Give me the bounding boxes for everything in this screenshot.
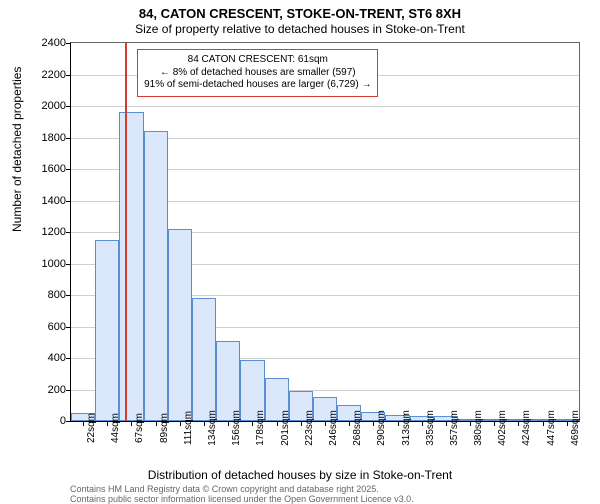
histogram-bar bbox=[168, 229, 192, 421]
x-tick-label: 357sqm bbox=[449, 410, 460, 446]
x-tick-label: 402sqm bbox=[497, 410, 508, 446]
y-tick-label: 1800 bbox=[26, 132, 66, 144]
x-tick-mark bbox=[470, 421, 471, 426]
x-tick-label: 447sqm bbox=[546, 410, 557, 446]
chart-container: 84, CATON CRESCENT, STOKE-ON-TRENT, ST6 … bbox=[0, 0, 600, 500]
y-tick-label: 800 bbox=[26, 289, 66, 301]
x-tick-mark bbox=[156, 421, 157, 426]
y-tick-mark bbox=[66, 327, 71, 328]
x-tick-mark bbox=[518, 421, 519, 426]
y-tick-label: 400 bbox=[26, 352, 66, 364]
x-tick-mark bbox=[204, 421, 205, 426]
x-tick-mark bbox=[373, 421, 374, 426]
annotation-line: ← 8% of detached houses are smaller (597… bbox=[144, 67, 371, 80]
x-tick-mark bbox=[543, 421, 544, 426]
footer-line-2: Contains public sector information licen… bbox=[70, 494, 414, 504]
x-tick-mark bbox=[301, 421, 302, 426]
chart-subtitle: Size of property relative to detached ho… bbox=[0, 22, 600, 36]
y-tick-mark bbox=[66, 138, 71, 139]
x-tick-mark bbox=[349, 421, 350, 426]
x-tick-label: 380sqm bbox=[473, 410, 484, 446]
x-tick-mark bbox=[398, 421, 399, 426]
y-tick-mark bbox=[66, 75, 71, 76]
x-tick-mark bbox=[325, 421, 326, 426]
annotation-line: 84 CATON CRESCENT: 61sqm bbox=[144, 54, 371, 67]
x-tick-label: 134sqm bbox=[207, 410, 218, 446]
y-tick-mark bbox=[66, 390, 71, 391]
x-tick-label: 424sqm bbox=[521, 410, 532, 446]
plot-area: 84 CATON CRESCENT: 61sqm← 8% of detached… bbox=[70, 42, 580, 422]
x-tick-mark bbox=[494, 421, 495, 426]
x-tick-label: 246sqm bbox=[328, 410, 339, 446]
x-tick-label: 268sqm bbox=[352, 410, 363, 446]
y-axis-label: Number of detached properties bbox=[10, 67, 24, 232]
y-tick-label: 1000 bbox=[26, 258, 66, 270]
y-tick-mark bbox=[66, 264, 71, 265]
y-tick-label: 1600 bbox=[26, 163, 66, 175]
x-tick-label: 335sqm bbox=[425, 410, 436, 446]
x-tick-label: 290sqm bbox=[376, 410, 387, 446]
y-tick-label: 1200 bbox=[26, 226, 66, 238]
x-tick-mark bbox=[83, 421, 84, 426]
gridline bbox=[71, 106, 579, 107]
x-tick-label: 201sqm bbox=[280, 410, 291, 446]
y-tick-label: 1400 bbox=[26, 195, 66, 207]
x-tick-label: 67sqm bbox=[134, 413, 145, 443]
y-tick-label: 600 bbox=[26, 321, 66, 333]
y-tick-mark bbox=[66, 43, 71, 44]
x-tick-label: 89sqm bbox=[159, 413, 170, 443]
chart-title: 84, CATON CRESCENT, STOKE-ON-TRENT, ST6 … bbox=[0, 6, 600, 21]
x-tick-label: 313sqm bbox=[401, 410, 412, 446]
x-tick-label: 178sqm bbox=[255, 410, 266, 446]
y-tick-mark bbox=[66, 201, 71, 202]
annotation-line: 91% of semi-detached houses are larger (… bbox=[144, 79, 371, 92]
marker-line bbox=[125, 43, 127, 421]
x-tick-label: 469sqm bbox=[570, 410, 581, 446]
histogram-bar bbox=[192, 298, 216, 421]
annotation-box: 84 CATON CRESCENT: 61sqm← 8% of detached… bbox=[137, 49, 378, 97]
y-tick-label: 2400 bbox=[26, 37, 66, 49]
y-tick-mark bbox=[66, 358, 71, 359]
y-tick-label: 2200 bbox=[26, 69, 66, 81]
histogram-bar bbox=[95, 240, 119, 421]
y-tick-mark bbox=[66, 106, 71, 107]
x-tick-mark bbox=[277, 421, 278, 426]
x-tick-label: 223sqm bbox=[304, 410, 315, 446]
y-tick-mark bbox=[66, 232, 71, 233]
x-tick-mark bbox=[107, 421, 108, 426]
histogram-bar bbox=[216, 341, 240, 421]
footer-line-1: Contains HM Land Registry data © Crown c… bbox=[70, 484, 379, 494]
histogram-bar bbox=[119, 112, 143, 421]
y-tick-label: 200 bbox=[26, 384, 66, 396]
y-tick-mark bbox=[66, 421, 71, 422]
x-axis-label: Distribution of detached houses by size … bbox=[0, 468, 600, 482]
y-tick-mark bbox=[66, 169, 71, 170]
x-tick-mark bbox=[228, 421, 229, 426]
x-tick-label: 22sqm bbox=[86, 413, 97, 443]
x-tick-mark bbox=[422, 421, 423, 426]
y-tick-label: 2000 bbox=[26, 100, 66, 112]
x-tick-mark bbox=[567, 421, 568, 426]
histogram-bar bbox=[144, 131, 168, 421]
x-tick-mark bbox=[180, 421, 181, 426]
x-tick-label: 44sqm bbox=[110, 413, 121, 443]
x-tick-label: 156sqm bbox=[231, 410, 242, 446]
x-tick-mark bbox=[131, 421, 132, 426]
x-tick-label: 111sqm bbox=[183, 411, 194, 445]
y-tick-mark bbox=[66, 295, 71, 296]
y-tick-label: 0 bbox=[26, 415, 66, 427]
x-tick-mark bbox=[446, 421, 447, 426]
x-tick-mark bbox=[252, 421, 253, 426]
